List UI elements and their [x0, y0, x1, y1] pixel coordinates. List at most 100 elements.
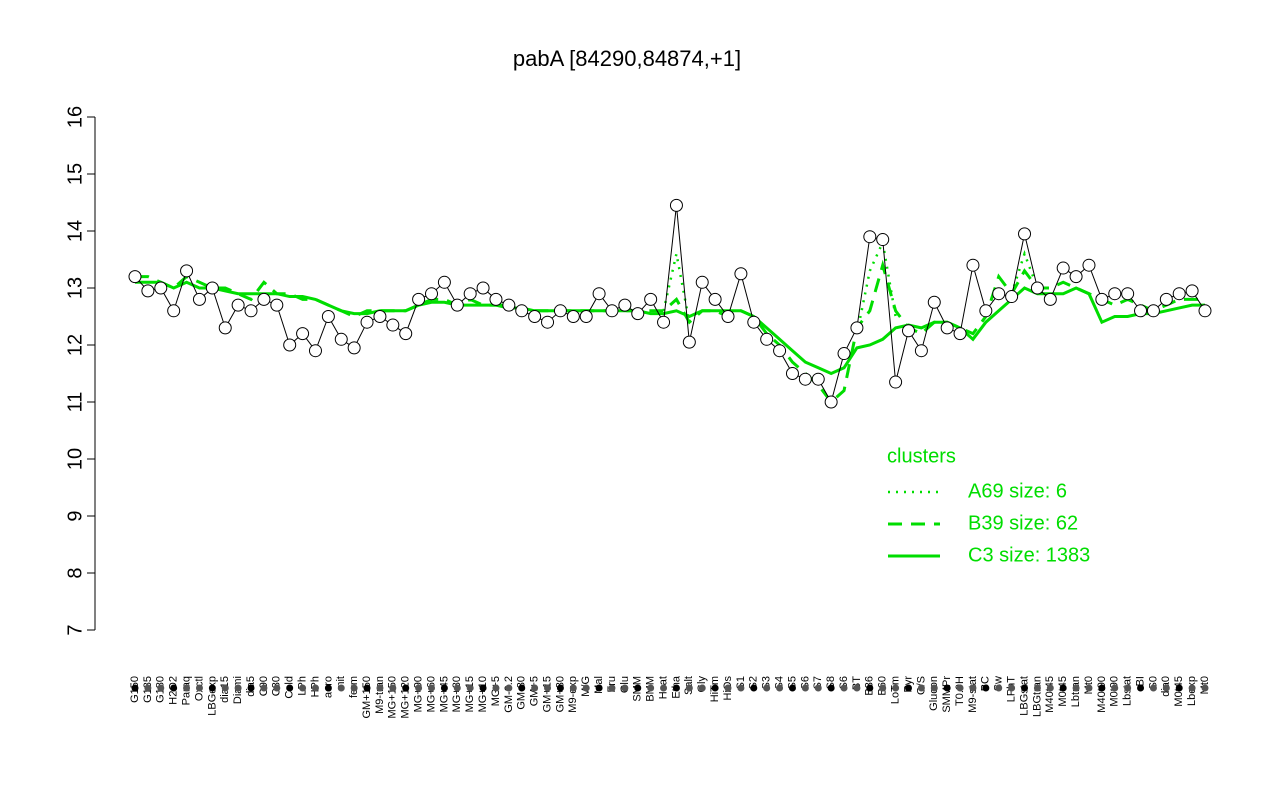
sample-dot	[827, 684, 835, 692]
sample-dot	[518, 684, 526, 692]
data-point	[914, 344, 928, 358]
data-point	[566, 310, 580, 323]
data-point	[863, 230, 877, 244]
sample-dot	[879, 684, 887, 692]
data-point	[785, 367, 799, 380]
data-point	[296, 327, 310, 341]
data-point	[1108, 287, 1122, 301]
data-point	[579, 310, 593, 323]
data-point	[437, 275, 451, 289]
x-tick-label: LBGtran	[1031, 676, 1043, 717]
data-point	[244, 304, 258, 318]
data-point	[644, 292, 658, 306]
sample-dot	[324, 684, 332, 692]
x-tick-label: M9-stat	[967, 676, 979, 713]
data-point	[425, 287, 439, 301]
sample-dot	[311, 684, 319, 692]
data-point	[721, 310, 735, 323]
y-tick-label: 12	[64, 334, 86, 356]
data-point	[528, 310, 542, 323]
data-point	[489, 292, 503, 306]
data-point	[1121, 287, 1135, 301]
sample-dot	[866, 684, 874, 692]
data-point	[1005, 290, 1019, 304]
sample-dot	[389, 684, 397, 692]
sample-dot	[801, 684, 809, 692]
data-point	[837, 347, 851, 361]
data-point	[592, 287, 606, 301]
sample-dot	[982, 684, 990, 692]
sample-dot	[698, 684, 706, 692]
y-tick-label: 10	[64, 448, 86, 470]
data-point	[927, 295, 941, 309]
data-point	[811, 372, 825, 386]
data-point	[463, 287, 477, 301]
y-tick-label: 13	[64, 277, 86, 299]
data-point	[682, 335, 696, 349]
x-tick-label: M40t90	[1096, 676, 1108, 713]
x-tick-label: LBGexp	[206, 676, 218, 716]
data-point	[347, 341, 361, 355]
data-point	[850, 321, 864, 335]
data-point	[734, 267, 748, 281]
data-point	[154, 281, 168, 295]
sample-dot	[208, 684, 216, 692]
data-point	[695, 275, 709, 289]
data-point	[876, 233, 890, 247]
data-point	[553, 304, 567, 318]
sample-dot	[1111, 684, 1119, 692]
sample-dot	[1124, 684, 1132, 692]
sample-dot	[634, 684, 642, 692]
sample-dot	[660, 684, 668, 692]
data-point	[1069, 270, 1083, 284]
sample-dot	[1162, 684, 1170, 692]
x-tick-label: M40t45	[1044, 676, 1056, 713]
sample-dot	[788, 684, 796, 692]
data-point	[334, 332, 348, 346]
sample-dot	[453, 684, 461, 692]
sample-dot	[569, 684, 577, 692]
sample-dot	[415, 684, 423, 692]
sample-dot	[260, 684, 268, 692]
sample-dot	[531, 684, 539, 692]
data-point	[141, 284, 155, 298]
sample-dot	[505, 684, 513, 692]
sample-dot	[376, 684, 384, 692]
data-point	[515, 304, 529, 318]
sample-dot	[286, 684, 294, 692]
sample-dot	[350, 684, 358, 692]
x-tick-label: MG+30	[451, 676, 463, 712]
sample-dot	[157, 684, 165, 692]
sample-dot	[144, 684, 152, 692]
x-tick-label: M9-tran	[374, 676, 386, 714]
x-tick-label: Lbtran	[1070, 676, 1082, 707]
sample-dot	[737, 684, 745, 692]
sample-dot	[247, 684, 255, 692]
data-point	[1172, 287, 1186, 301]
x-tick-label: MG+120	[400, 676, 412, 719]
data-point	[128, 270, 142, 284]
sample-dot	[337, 684, 345, 692]
data-point	[992, 287, 1006, 301]
cluster-line	[135, 259, 1205, 405]
sample-dot	[479, 684, 487, 692]
x-tick-label: SMMPr	[941, 676, 953, 713]
sample-dot	[1175, 684, 1183, 692]
x-tick-label: GM+15	[541, 676, 553, 712]
data-point	[283, 338, 297, 352]
sample-dot	[221, 684, 229, 692]
sample-dot	[608, 684, 616, 692]
x-tick-label: GM-0.2	[503, 676, 515, 713]
data-point	[618, 298, 632, 312]
data-point	[1198, 304, 1212, 318]
y-tick-label: 14	[64, 220, 86, 242]
sample-dot	[1137, 684, 1145, 692]
sample-dot	[917, 684, 925, 692]
data-point	[1146, 304, 1160, 318]
x-tick-label: MG+90	[413, 676, 425, 712]
sample-dot	[1201, 684, 1209, 692]
data-point	[1082, 258, 1096, 272]
legend-label: A69 size: 6	[968, 480, 1067, 502]
x-tick-label: MG+15	[464, 676, 476, 712]
